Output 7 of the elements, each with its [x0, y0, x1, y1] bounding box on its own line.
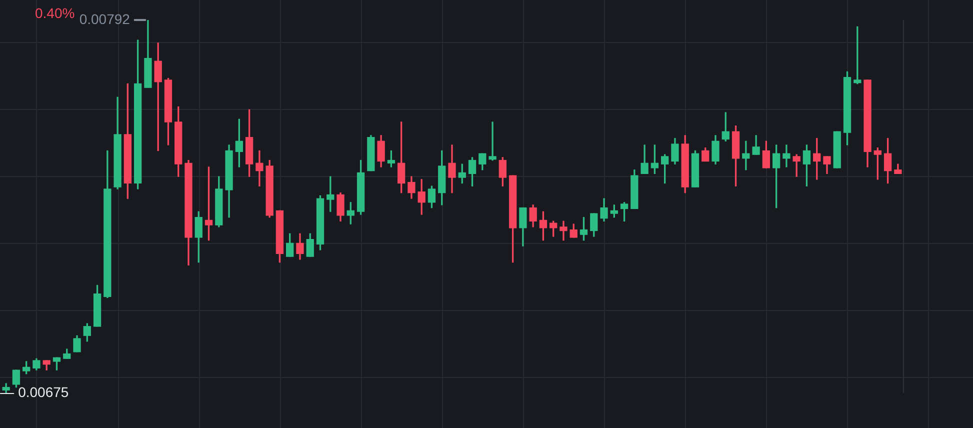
candlestick — [560, 220, 568, 241]
candlestick — [782, 144, 790, 168]
candlestick — [488, 122, 496, 161]
annotation: 0.00792 — [79, 10, 130, 27]
annotation: 0.00675 — [18, 384, 69, 400]
annotation: 0.40% — [35, 4, 75, 21]
candlestick — [256, 150, 264, 186]
